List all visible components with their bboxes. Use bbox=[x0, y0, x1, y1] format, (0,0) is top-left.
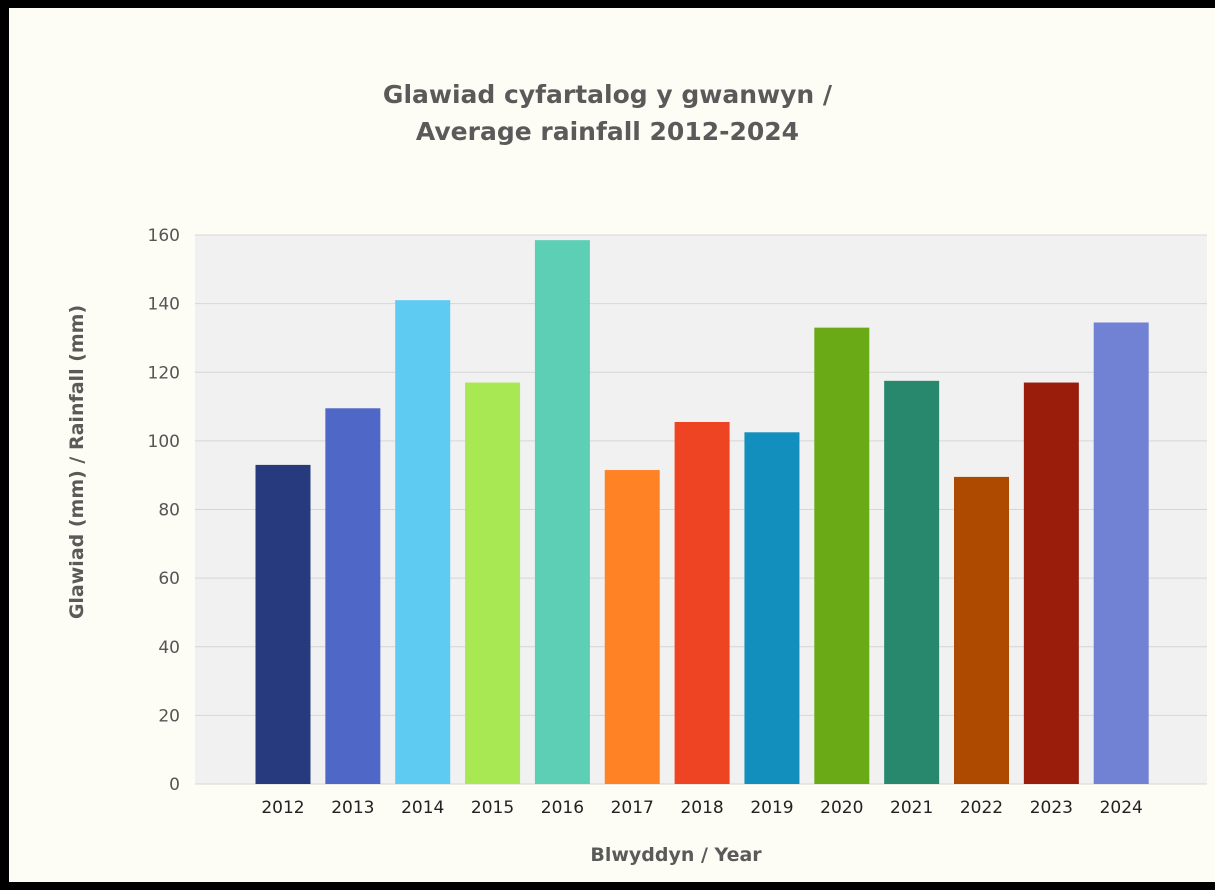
x-axis-label: Blwyddyn / Year bbox=[590, 844, 762, 866]
bar-2012 bbox=[255, 464, 311, 784]
bar-2021 bbox=[884, 380, 940, 784]
y-tick-label: 60 bbox=[158, 569, 180, 589]
x-tick-label: 2015 bbox=[471, 798, 514, 818]
x-tick-label: 2012 bbox=[261, 798, 304, 818]
x-tick-label: 2013 bbox=[331, 798, 374, 818]
y-tick-label: 80 bbox=[158, 501, 180, 521]
y-tick-label: 120 bbox=[148, 363, 180, 383]
x-tick-label: 2014 bbox=[401, 798, 444, 818]
bar-2013 bbox=[325, 408, 381, 784]
y-tick-label: 100 bbox=[148, 432, 180, 452]
chart-subtitle: Average rainfall 2012-2024 bbox=[415, 117, 800, 146]
x-tick-label: 2016 bbox=[541, 798, 584, 818]
y-axis-label: Glawiad (mm) / Rainfall (mm) bbox=[66, 304, 88, 620]
x-tick-label: 2021 bbox=[890, 798, 933, 818]
x-tick-label: 2019 bbox=[750, 798, 793, 818]
bar-2019 bbox=[744, 432, 800, 784]
chart-title: Glawiad cyfartalog y gwanwyn / bbox=[382, 80, 833, 109]
bar-2017 bbox=[604, 470, 660, 784]
bar-2018 bbox=[674, 422, 730, 784]
bar-2014 bbox=[395, 300, 451, 784]
y-tick-label: 0 bbox=[169, 775, 180, 795]
y-tick-label: 40 bbox=[158, 638, 180, 658]
bar-2024 bbox=[1093, 322, 1149, 784]
y-tick-label: 160 bbox=[148, 226, 180, 246]
x-tick-label: 2018 bbox=[680, 798, 723, 818]
x-tick-label: 2024 bbox=[1100, 798, 1143, 818]
bar-2020 bbox=[814, 327, 870, 784]
x-tick-label: 2022 bbox=[960, 798, 1003, 818]
bar-2016 bbox=[534, 240, 590, 785]
x-tick-label: 2017 bbox=[611, 798, 654, 818]
x-tick-label: 2020 bbox=[820, 798, 863, 818]
bar-2022 bbox=[954, 476, 1009, 784]
y-tick-label: 140 bbox=[148, 295, 180, 315]
y-tick-label: 20 bbox=[158, 706, 180, 726]
bar-2023 bbox=[1023, 382, 1079, 784]
bar-2015 bbox=[465, 382, 521, 784]
x-tick-label: 2023 bbox=[1030, 798, 1073, 818]
